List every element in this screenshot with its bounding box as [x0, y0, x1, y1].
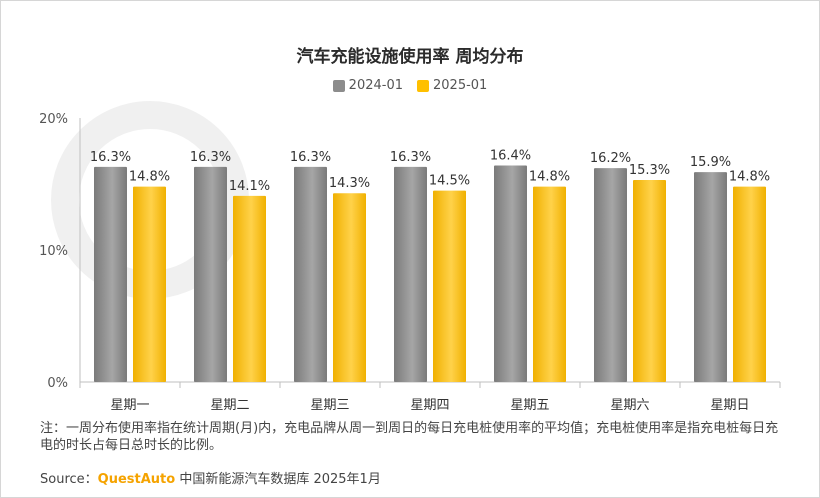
bar-2025-01	[333, 193, 366, 382]
y-tick-label: 20%	[39, 112, 68, 127]
data-label: 16.3%	[390, 150, 431, 165]
legend-swatch-2025	[417, 79, 429, 92]
bar-2024-01	[194, 166, 227, 382]
data-label: 16.2%	[590, 151, 631, 166]
legend-swatch-2024	[332, 79, 345, 92]
x-tick-label: 星期二	[210, 398, 249, 413]
legend-label-2025: 2025-01	[433, 78, 488, 93]
data-label: 16.3%	[90, 150, 131, 165]
source-label: Source：	[40, 472, 98, 487]
data-label: 16.3%	[190, 150, 231, 165]
x-tick-label: 星期六	[610, 398, 649, 413]
bar-2024-01	[694, 172, 727, 382]
data-label: 14.5%	[429, 174, 470, 189]
x-tick-label: 星期一	[110, 398, 149, 413]
x-tick-label: 星期三	[310, 398, 349, 413]
bar-2025-01	[733, 186, 766, 382]
bar-2025-01	[233, 195, 266, 382]
chart-title: 汽车充能设施使用率 周均分布	[296, 47, 524, 67]
data-label: 14.1%	[229, 179, 270, 194]
y-tick-label: 10%	[39, 244, 68, 259]
bar-2024-01	[294, 166, 327, 382]
data-label: 16.3%	[290, 150, 331, 165]
bar-2025-01	[633, 180, 666, 382]
data-label: 14.3%	[329, 176, 370, 191]
data-label: 15.9%	[690, 155, 731, 170]
footnote: 注：一周分布使用率指在统计周期(月)内，充电品牌从周一到周日的每日充电桩使用率的…	[40, 421, 779, 453]
bar-2025-01	[433, 190, 466, 382]
data-label: 15.3%	[629, 163, 670, 178]
bar-2024-01	[594, 168, 627, 382]
legend-label-2024: 2024-01	[348, 78, 403, 93]
bar-2024-01	[494, 165, 527, 382]
legend-item-2024[interactable]: 2024-01	[332, 78, 403, 93]
legend: 2024-01 2025-01	[0, 78, 820, 93]
bar-2025-01	[133, 186, 166, 382]
source-line: Source：QuestAuto 中国新能源汽车数据库 2025年1月	[40, 468, 381, 487]
x-tick-label: 星期五	[510, 398, 549, 413]
data-label: 14.8%	[729, 170, 770, 185]
source-text: 中国新能源汽车数据库 2025年1月	[175, 472, 381, 487]
data-label: 14.8%	[529, 170, 570, 185]
source-brand: QuestAuto	[97, 472, 176, 487]
data-label: 14.8%	[129, 170, 170, 185]
bar-2024-01	[394, 166, 427, 382]
data-label: 16.4%	[490, 149, 531, 164]
bar-2025-01	[533, 186, 566, 382]
x-tick-label: 星期四	[410, 398, 449, 413]
legend-item-2025[interactable]: 2025-01	[417, 78, 487, 93]
x-tick-label: 星期日	[710, 398, 749, 413]
y-tick-label: 0%	[47, 376, 68, 391]
bar-2024-01	[94, 166, 127, 382]
